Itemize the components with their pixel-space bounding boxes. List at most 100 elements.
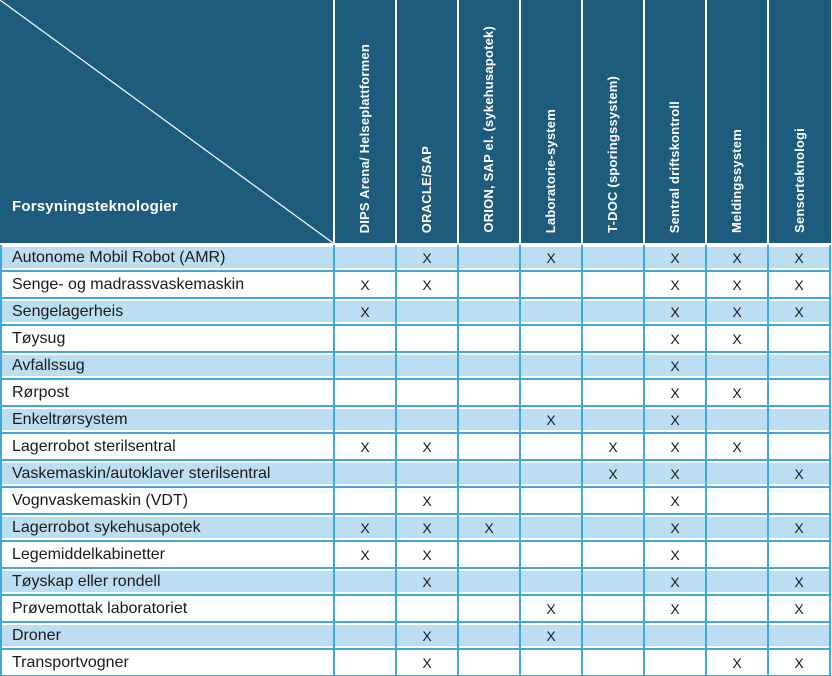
matrix-cell-marked: X xyxy=(707,380,769,407)
matrix-cell-empty xyxy=(707,353,769,380)
matrix-cell-empty xyxy=(397,461,459,488)
matrix-cell-marked: X xyxy=(645,434,707,461)
matrix-cell-empty xyxy=(707,407,769,434)
matrix-cell-empty xyxy=(583,299,645,326)
row-label: Avfallssug xyxy=(0,353,335,380)
matrix-cell-marked: X xyxy=(769,596,831,623)
matrix-cell-empty xyxy=(459,461,521,488)
matrix-cell-marked: X xyxy=(645,299,707,326)
table-row: Droner X X xyxy=(0,623,831,650)
table-row: Vognvaskemaskin (VDT) X X xyxy=(0,488,831,515)
matrix-cell-marked: X xyxy=(397,434,459,461)
matrix-cell-marked: X xyxy=(645,542,707,569)
column-header-label: Meldingssystem xyxy=(728,129,744,233)
matrix-cell-empty xyxy=(769,326,831,353)
column-header: ORION, SAP el. (sykehusapotek) xyxy=(459,0,521,245)
corner-label: Forsyningsteknologier xyxy=(12,198,178,215)
matrix-cell-marked: X xyxy=(769,461,831,488)
matrix-cell-empty xyxy=(335,569,397,596)
matrix-cell-empty xyxy=(459,596,521,623)
matrix-cell-empty xyxy=(521,515,583,542)
row-label: Enkeltrørsystem xyxy=(0,407,335,434)
matrix-cell-empty xyxy=(769,353,831,380)
matrix-cell-marked: X xyxy=(335,299,397,326)
matrix-cell-marked: X xyxy=(521,407,583,434)
matrix-cell-empty xyxy=(459,299,521,326)
matrix-cell-empty xyxy=(335,326,397,353)
matrix-cell-marked: X xyxy=(459,515,521,542)
row-label: Senge- og madrassvaskemaskin xyxy=(0,272,335,299)
matrix-cell-empty xyxy=(769,623,831,650)
matrix-cell-marked: X xyxy=(397,542,459,569)
corner-cell: Forsyningsteknologier xyxy=(0,0,335,245)
table-row: Prøvemottak laboratoriet X X X xyxy=(0,596,831,623)
matrix-cell-empty xyxy=(521,650,583,676)
matrix-cell-marked: X xyxy=(769,569,831,596)
table-row: Lagerrobot sterilsentral X X X X X xyxy=(0,434,831,461)
matrix-cell-marked: X xyxy=(769,272,831,299)
matrix-cell-marked: X xyxy=(335,515,397,542)
matrix-cell-empty xyxy=(335,596,397,623)
matrix-cell-marked: X xyxy=(707,245,769,272)
matrix-cell-empty xyxy=(707,515,769,542)
matrix-cell-empty xyxy=(335,353,397,380)
matrix-cell-marked: X xyxy=(397,623,459,650)
matrix-cell-empty xyxy=(335,623,397,650)
row-label: Rørpost xyxy=(0,380,335,407)
matrix-cell-empty xyxy=(583,326,645,353)
matrix-cell-marked: X xyxy=(645,245,707,272)
matrix-cell-marked: X xyxy=(521,596,583,623)
matrix-cell-empty xyxy=(521,569,583,596)
matrix-cell-empty xyxy=(583,245,645,272)
matrix-cell-marked: X xyxy=(335,434,397,461)
matrix-cell-empty xyxy=(397,407,459,434)
matrix-cell-marked: X xyxy=(645,596,707,623)
matrix-cell-marked: X xyxy=(645,272,707,299)
matrix-cell-marked: X xyxy=(645,407,707,434)
matrix-cell-empty xyxy=(459,542,521,569)
column-header: Meldingssystem xyxy=(707,0,769,245)
column-header-label: Sensorteknologi xyxy=(791,128,807,233)
matrix-cell-empty xyxy=(707,461,769,488)
matrix-cell-empty xyxy=(583,569,645,596)
matrix-cell-empty xyxy=(583,650,645,676)
matrix-cell-marked: X xyxy=(583,434,645,461)
matrix-cell-empty xyxy=(583,272,645,299)
table-row: Legemiddelkabinetter X X X xyxy=(0,542,831,569)
matrix-cell-marked: X xyxy=(521,623,583,650)
matrix-cell-empty xyxy=(769,407,831,434)
matrix-cell-marked: X xyxy=(397,650,459,676)
column-header-label: Laboratorie-system xyxy=(542,108,558,233)
table-row: Tøyskap eller rondell X X X xyxy=(0,569,831,596)
matrix-cell-empty xyxy=(397,596,459,623)
matrix-cell-marked: X xyxy=(645,569,707,596)
matrix-cell-empty xyxy=(459,380,521,407)
matrix-cell-empty xyxy=(583,488,645,515)
matrix-body: Autonome Mobil Robot (AMR) X X X X X Senge- og… xyxy=(0,245,831,676)
matrix-cell-marked: X xyxy=(645,461,707,488)
matrix-header: Forsyningsteknologier DIPS Arena/ Helsep… xyxy=(0,0,831,245)
matrix-cell-marked: X xyxy=(397,515,459,542)
row-label: Tøysug xyxy=(0,326,335,353)
matrix-cell-marked: X xyxy=(583,461,645,488)
matrix-cell-empty xyxy=(583,515,645,542)
matrix-cell-empty xyxy=(583,380,645,407)
table-row: Lagerrobot sykehusapotek X X X X X xyxy=(0,515,831,542)
matrix-cell-empty xyxy=(707,596,769,623)
matrix-cell-empty xyxy=(397,380,459,407)
header-row: Forsyningsteknologier DIPS Arena/ Helsep… xyxy=(0,0,831,245)
matrix-cell-empty xyxy=(335,488,397,515)
matrix-cell-empty xyxy=(707,488,769,515)
row-label: Transportvogner xyxy=(0,650,335,676)
column-header: Sentral driftskontroll xyxy=(645,0,707,245)
row-label: Sengelagerheis xyxy=(0,299,335,326)
matrix-cell-marked: X xyxy=(397,488,459,515)
column-header-label: T-DOC (sporingssystem) xyxy=(604,76,620,233)
matrix-cell-empty xyxy=(459,407,521,434)
column-header: Laboratorie-system xyxy=(521,0,583,245)
matrix-cell-empty xyxy=(521,299,583,326)
matrix-cell-empty xyxy=(769,488,831,515)
matrix-cell-empty xyxy=(707,623,769,650)
